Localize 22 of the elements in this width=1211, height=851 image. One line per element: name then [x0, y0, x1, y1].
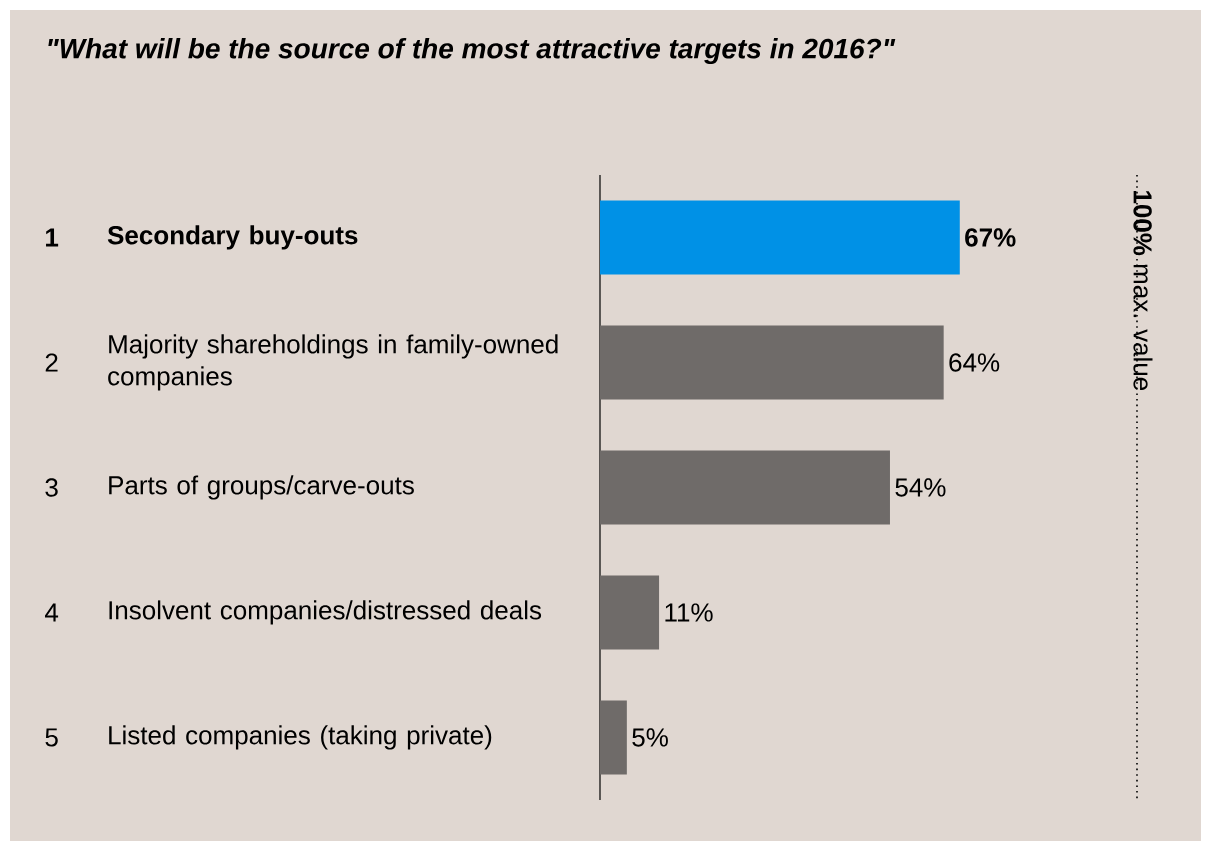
data-label: 11% [665, 603, 713, 622]
text: 2 [45, 353, 58, 372]
chart-title: "What will be the source of the most attractive targets in 2016?" [48, 37, 896, 65]
y-tick-label: Majority shareholdings in family-owned companies [108, 334, 558, 391]
bar [600, 325, 944, 400]
data-label: 67% [965, 228, 1016, 247]
ref-line-label: 100% max. value [1133, 191, 1153, 391]
text: 5 [45, 728, 58, 747]
text: 4 [45, 603, 59, 622]
y-tick-label: Listed companies (taking private) [109, 725, 492, 750]
bar [600, 200, 960, 275]
data-label: 54% [895, 478, 946, 497]
y-tick-label: Parts of groups/carve-outs [109, 475, 414, 500]
text: 3 [45, 478, 58, 497]
text: 1 [46, 228, 59, 247]
bar [600, 575, 660, 650]
data-label: 64% [949, 353, 1000, 372]
y-tick-label: Secondary buy-outs [107, 225, 358, 250]
data-label: 5% [632, 728, 668, 747]
y-tick-label: Insolvent companies/distressed deals [109, 600, 542, 625]
bar [600, 450, 890, 525]
bar [600, 700, 627, 775]
